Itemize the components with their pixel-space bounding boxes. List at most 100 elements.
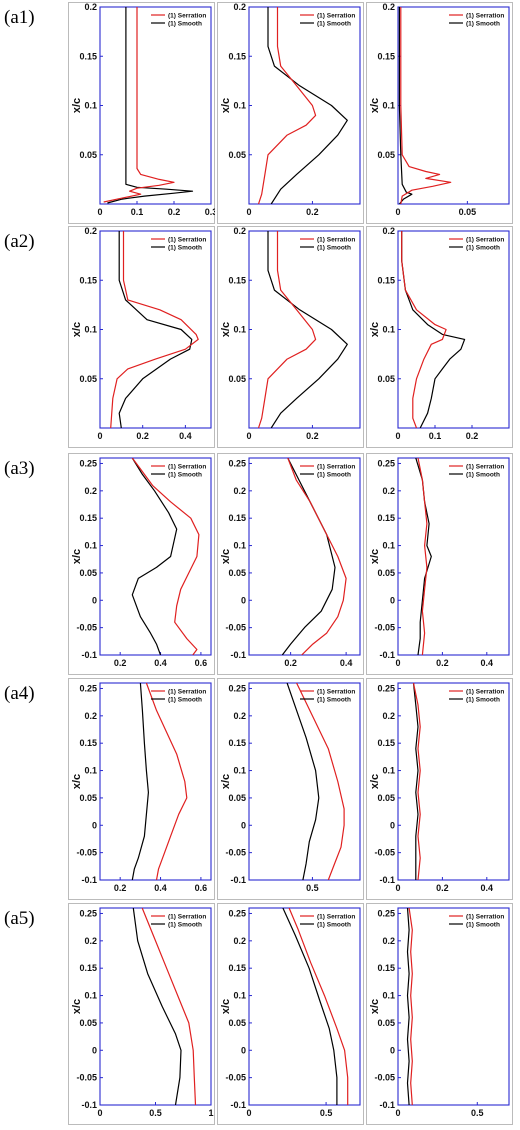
panel-frame	[217, 453, 364, 675]
panel-frame	[68, 903, 215, 1125]
x-tick-label: 0.1	[429, 431, 442, 441]
panel-frame	[217, 678, 364, 900]
legend-serration-label: (1) Serration	[168, 464, 206, 471]
x-tick-label: 0.05	[459, 207, 477, 217]
y-tick-label: 0.15	[228, 51, 246, 61]
y-tick-label: 0.25	[377, 458, 395, 468]
y-tick-label: -0.1	[81, 650, 97, 660]
x-tick-label: 0	[395, 1108, 400, 1118]
y-tick-label: 0.25	[377, 683, 395, 693]
y-tick-label: 0.1	[84, 325, 97, 335]
y-tick-label: 0	[92, 595, 97, 605]
panel-frame	[217, 226, 364, 448]
legend-serration-label: (1) Serration	[317, 464, 355, 471]
legend-smooth-label: (1) Smooth	[168, 472, 202, 479]
plot-area	[397, 907, 510, 1106]
y-tick-label: 0.1	[382, 541, 395, 551]
y-tick-label: 0	[390, 595, 395, 605]
serration-line	[103, 7, 175, 203]
row-label: (a1)	[4, 7, 35, 28]
y-tick-label: 0	[241, 820, 246, 830]
x-tick-label: 0	[246, 1108, 251, 1118]
plot-area	[99, 230, 212, 429]
y-axis-label: x/c	[220, 98, 232, 113]
y-tick-label: 0.05	[228, 374, 246, 384]
y-tick-label: 0.2	[233, 936, 246, 946]
y-tick-label: 0	[390, 820, 395, 830]
x-tick-label: 0.6	[195, 883, 208, 893]
smooth-line	[267, 7, 348, 204]
x-tick-label: 0	[246, 207, 251, 217]
plot-area	[397, 230, 510, 429]
y-tick-label: -0.1	[81, 1100, 97, 1110]
y-axis-label: x/c	[369, 322, 381, 337]
y-tick-label: 0.1	[233, 541, 246, 551]
y-axis-label: x/c	[71, 999, 83, 1014]
x-tick-label: 0.4	[340, 658, 353, 668]
y-tick-label: 0.2	[233, 2, 246, 12]
y-tick-label: -0.1	[230, 875, 246, 885]
serration-line	[131, 458, 200, 655]
y-tick-label: -0.05	[225, 623, 246, 633]
x-tick-label: 0.2	[306, 207, 319, 217]
chart-panel: 0.2 0.15 0.1 0.05 0 0.1 0.2 0.3 x/c (1) Serration…	[68, 2, 215, 224]
y-axis-label: x/c	[220, 774, 232, 789]
smooth-line	[282, 908, 338, 1105]
x-tick-label: 0.4	[154, 883, 167, 893]
chart-panel: 0.2 0.15 0.1 0.05 0 0.1 0.2 x/c (1) Serration(1)…	[366, 226, 513, 448]
y-tick-label: 0.15	[79, 738, 97, 748]
smooth-line	[398, 7, 413, 204]
y-tick-label: 0.2	[84, 936, 97, 946]
y-tick-label: 0.05	[377, 793, 395, 803]
x-tick-label: 0.2	[114, 658, 127, 668]
y-tick-label: 0.15	[377, 738, 395, 748]
y-tick-label: 0.25	[228, 683, 246, 693]
y-tick-label: 0	[241, 595, 246, 605]
y-tick-label: -0.1	[81, 875, 97, 885]
x-tick-label: 0.2	[168, 207, 181, 217]
x-tick-label: 0	[395, 207, 400, 217]
legend-smooth-label: (1) Smooth	[317, 922, 351, 929]
y-tick-label: 0.05	[377, 374, 395, 384]
serration-line	[287, 458, 347, 655]
y-tick-label: 0.2	[84, 486, 97, 496]
y-axis-label: x/c	[220, 322, 232, 337]
y-tick-label: 0.25	[79, 683, 97, 693]
serration-line	[145, 683, 188, 880]
y-tick-label: 0.25	[79, 908, 97, 918]
y-tick-label: 0.05	[377, 150, 395, 160]
y-tick-label: 0.15	[79, 51, 97, 61]
y-tick-label: 0	[92, 1045, 97, 1055]
serration-line	[412, 683, 421, 880]
serration-line	[296, 683, 345, 880]
legend-serration-label: (1) Serration	[168, 13, 206, 20]
serration-line	[141, 908, 197, 1105]
y-tick-label: -0.05	[76, 848, 97, 858]
y-tick-label: 0.2	[382, 711, 395, 721]
row-label: (a3)	[4, 458, 35, 479]
panel-frame	[366, 453, 513, 675]
legend-smooth-label: (1) Smooth	[317, 21, 351, 28]
smooth-line	[406, 908, 410, 1105]
legend-smooth-label: (1) Smooth	[168, 245, 202, 252]
plot-area	[397, 457, 510, 656]
y-tick-label: 0.2	[233, 226, 246, 236]
y-tick-label: -0.05	[374, 848, 395, 858]
smooth-line	[107, 7, 194, 204]
y-tick-label: 0.2	[233, 711, 246, 721]
legend-serration-label: (1) Serration	[466, 237, 504, 244]
y-tick-label: 0.15	[228, 275, 246, 285]
y-tick-label: 0.05	[228, 1018, 246, 1028]
y-tick-label: 0.25	[228, 458, 246, 468]
y-tick-label: 0.05	[79, 1018, 97, 1028]
y-tick-label: -0.05	[225, 848, 246, 858]
legend-smooth-label: (1) Smooth	[466, 922, 500, 929]
legend-smooth-label: (1) Smooth	[466, 21, 500, 28]
legend-serration-label: (1) Serration	[466, 689, 504, 696]
legend-smooth-label: (1) Smooth	[168, 21, 202, 28]
x-tick-label: 0.6	[195, 658, 208, 668]
y-tick-label: -0.05	[225, 1073, 246, 1083]
panel-frame	[217, 2, 364, 224]
x-tick-label: 0	[97, 1108, 102, 1118]
x-tick-label: 0.1	[131, 207, 144, 217]
